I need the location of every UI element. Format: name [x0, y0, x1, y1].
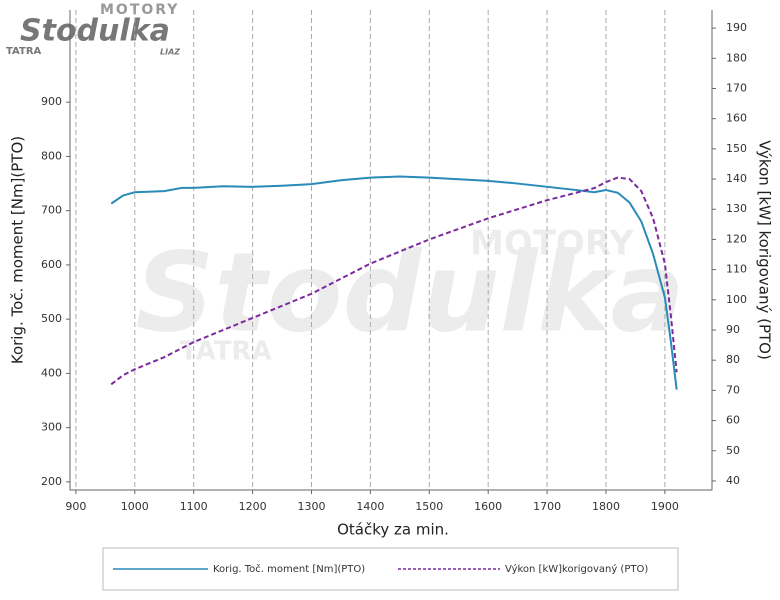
x-tick-label: 1900: [651, 500, 679, 513]
y-tick-label: 800: [41, 149, 62, 162]
x-tick-label: 1200: [239, 500, 267, 513]
y2-tick-label: 150: [726, 142, 747, 155]
legend-label: Korig. Toč. moment [Nm](PTO): [213, 563, 365, 575]
y2-tick-label: 190: [726, 21, 747, 34]
axis-frame: [69, 10, 713, 491]
x-axis-title: Otáčky za min.: [337, 521, 449, 539]
legend-label: Výkon [kW]korigovaný (PTO): [505, 563, 648, 575]
x-tick-label: 1300: [297, 500, 325, 513]
y2-tick-label: 180: [726, 51, 747, 64]
y2-tick-label: 40: [726, 474, 740, 487]
x-tick-label: 900: [65, 500, 86, 513]
x-tick-label: 1700: [533, 500, 561, 513]
x-tick-label: 1500: [415, 500, 443, 513]
y-tick-label: 300: [41, 421, 62, 434]
y-axis-title: Korig. Toč. moment [Nm](PTO): [9, 136, 27, 364]
y-tick-label: 600: [41, 258, 62, 271]
y2-tick-label: 60: [726, 414, 740, 427]
legend-box: [102, 547, 679, 591]
y2-tick-label: 170: [726, 81, 747, 94]
y-tick-label: 500: [41, 312, 62, 325]
y2-tick-label: 140: [726, 172, 747, 185]
y2-tick-label: 100: [726, 293, 747, 306]
x-tick-label: 1000: [121, 500, 149, 513]
y2-tick-label: 130: [726, 202, 747, 215]
logo: MOTORY Stodulka TATRA LIAZ: [6, 2, 180, 57]
y-tick-label: 400: [41, 366, 62, 379]
series-line: [110, 175, 678, 390]
watermark: Stodulka MOTORY TATRA: [135, 224, 685, 367]
x-tick-label: 1100: [180, 500, 208, 513]
y2-tick-label: 90: [726, 323, 740, 336]
x-tick-label: 1400: [356, 500, 384, 513]
watermark-main: Stodulka: [135, 228, 685, 356]
y2-axis-title: Výkon [kW] korigovaný (PTO): [756, 140, 774, 360]
logo-right: LIAZ: [160, 48, 180, 57]
logo-main: Stodulka: [20, 14, 170, 49]
y-tick-label: 200: [41, 475, 62, 488]
y2-tick-label: 70: [726, 383, 740, 396]
watermark-left: TATRA: [180, 337, 272, 367]
y2-tick-label: 120: [726, 232, 747, 245]
y-tick-label: 900: [41, 95, 62, 108]
y2-tick-label: 80: [726, 353, 740, 366]
logo-top: MOTORY: [100, 2, 179, 18]
logo-left: TATRA: [6, 46, 42, 57]
series-line: [110, 176, 678, 386]
y2-tick-label: 50: [726, 444, 740, 457]
y2-tick-label: 160: [726, 112, 747, 125]
y-tick-label: 700: [41, 204, 62, 217]
x-tick-label: 1600: [474, 500, 502, 513]
y2-tick-label: 110: [726, 263, 747, 276]
watermark-top: MOTORY: [470, 224, 634, 264]
x-tick-label: 1800: [592, 500, 620, 513]
